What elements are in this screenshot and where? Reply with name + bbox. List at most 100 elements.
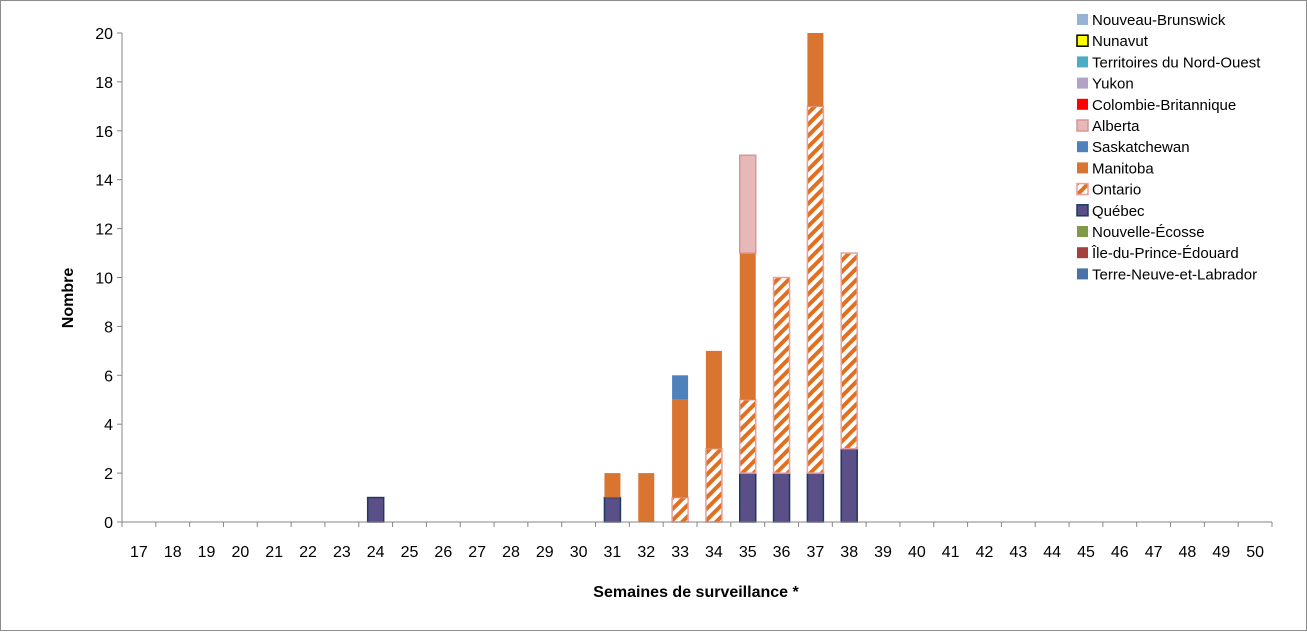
legend-label: Île-du-Prince-Édouard	[1091, 245, 1239, 262]
y-tick-label: 2	[104, 466, 113, 483]
bar-segment-saskatchewan-week-33	[672, 375, 689, 400]
legend-swatch	[1077, 226, 1088, 237]
x-tick-label: 34	[705, 544, 723, 561]
x-axis-title: Semaines de surveillance *	[593, 584, 799, 601]
y-tick-label: 6	[104, 368, 113, 385]
x-tick-label: 43	[1009, 544, 1027, 561]
x-tick-label: 22	[299, 544, 317, 561]
legend-swatch	[1077, 268, 1088, 280]
x-tick-label: 20	[231, 544, 249, 561]
legend-swatch	[1076, 204, 1089, 217]
x-tick-label: 46	[1111, 544, 1129, 561]
bar-segment-manitoba-week-32	[638, 473, 655, 522]
x-tick-label: 42	[976, 544, 994, 561]
y-tick-label: 0	[104, 515, 113, 532]
legend-swatch	[1077, 247, 1088, 259]
x-tick-label: 38	[840, 544, 858, 561]
x-tick-label: 48	[1179, 544, 1197, 561]
legend-swatch	[1076, 34, 1089, 47]
legend-label: Colombie-Britannique	[1092, 97, 1236, 114]
x-tick-label: 32	[637, 544, 655, 561]
x-tick-label: 39	[874, 544, 892, 561]
x-tick-label: 40	[908, 544, 926, 561]
y-axis-title: Nombre	[60, 268, 77, 329]
legend-swatch	[1077, 77, 1088, 89]
legend-label: Yukon	[1092, 76, 1134, 93]
bar-segment-qu-bec-week-36	[772, 472, 791, 523]
legend-swatch	[1076, 119, 1089, 132]
bar-segment-qu-bec-week-24	[366, 496, 385, 523]
x-tick-label: 27	[468, 544, 486, 561]
y-tick-label: 12	[95, 222, 113, 239]
x-tick-label: 30	[570, 544, 588, 561]
y-tick-label: 10	[95, 271, 113, 288]
y-tick-label: 14	[95, 173, 113, 190]
bar-segment-ontario-week-33	[671, 496, 689, 523]
legend-label: Nunavut	[1092, 33, 1149, 50]
x-tick-label: 47	[1145, 544, 1163, 561]
legend-label: Territoires du Nord-Ouest	[1092, 54, 1261, 71]
legend-swatch	[1076, 182, 1089, 196]
legend-label: Terre-Neuve-et-Labrador	[1092, 266, 1257, 283]
y-axis-ticks: 0 2 4 6 8 10 12 14 16 18 20	[95, 26, 122, 532]
x-tick-label: 18	[164, 544, 182, 561]
x-axis-ticks: 17 18 19 20 21 22 23 24 25 26 27 28 29 30 31 32 33 34 35 36…	[121, 522, 1273, 561]
x-tick-label: 36	[773, 544, 791, 561]
y-tick-label: 20	[95, 26, 113, 43]
bar-segment-manitoba-week-33	[672, 399, 689, 498]
bar-segment-manitoba-week-35	[739, 253, 756, 400]
bar-segment-ontario-week-36	[772, 276, 791, 474]
x-tick-label: 25	[401, 544, 419, 561]
x-tick-label: 29	[536, 544, 554, 561]
y-tick-label: 4	[104, 417, 113, 434]
legend-label: Ontario	[1092, 182, 1141, 199]
legend: Nouveau-Brunswick Nunavut Territoires du N…	[1076, 12, 1261, 283]
x-tick-label: 19	[198, 544, 216, 561]
legend-swatch	[1077, 56, 1088, 68]
x-tick-label: 35	[739, 544, 757, 561]
x-tick-label: 37	[806, 544, 824, 561]
bar-segment-ontario-week-35	[738, 399, 757, 474]
x-tick-label: 44	[1043, 544, 1061, 561]
bar-segment-ontario-week-38	[840, 252, 858, 450]
x-tick-label: 49	[1212, 544, 1230, 561]
x-tick-label: 50	[1246, 544, 1264, 561]
legend-label: Nouveau-Brunswick	[1092, 12, 1226, 29]
x-tick-label: 26	[434, 544, 452, 561]
y-tick-label: 8	[104, 319, 113, 336]
bar-segment-qu-bec-week-31	[603, 496, 622, 523]
y-tick-label: 18	[95, 75, 113, 92]
y-axis-title-group: Nombre	[60, 268, 77, 329]
legend-label: Alberta	[1092, 118, 1140, 135]
bar-segment-qu-bec-week-35	[738, 472, 757, 523]
x-tick-label: 28	[502, 544, 520, 561]
x-tick-label: 24	[367, 544, 385, 561]
y-tick-label: 16	[95, 124, 113, 141]
legend-swatch	[1077, 98, 1088, 110]
bar-segment-manitoba-week-34	[705, 350, 722, 449]
legend-label: Saskatchewan	[1092, 139, 1190, 156]
x-tick-label: 41	[942, 544, 960, 561]
legend-label: Nouvelle-Écosse	[1092, 224, 1205, 241]
bar-segment-ontario-week-37	[806, 105, 825, 474]
bar-segment-alberta-week-35	[738, 154, 757, 254]
legend-swatch	[1077, 141, 1088, 153]
bar-segment-manitoba-week-31	[604, 473, 621, 498]
x-tick-label: 17	[130, 544, 148, 561]
bar-segment-qu-bec-week-37	[806, 472, 825, 523]
x-tick-label: 23	[333, 544, 351, 561]
x-tick-label: 33	[671, 544, 689, 561]
bar-segment-ontario-week-34	[705, 447, 723, 523]
bar-segment-manitoba-week-37	[807, 33, 824, 107]
legend-label: Québec	[1092, 203, 1145, 220]
bar-segment-qu-bec-week-38	[840, 447, 858, 523]
x-tick-label: 21	[265, 544, 283, 561]
legend-swatch	[1077, 14, 1088, 25]
legend-label: Manitoba	[1092, 160, 1154, 177]
legend-swatch	[1077, 162, 1088, 174]
axes	[121, 33, 1272, 523]
x-tick-label: 45	[1077, 544, 1095, 561]
x-tick-label: 31	[604, 544, 622, 561]
